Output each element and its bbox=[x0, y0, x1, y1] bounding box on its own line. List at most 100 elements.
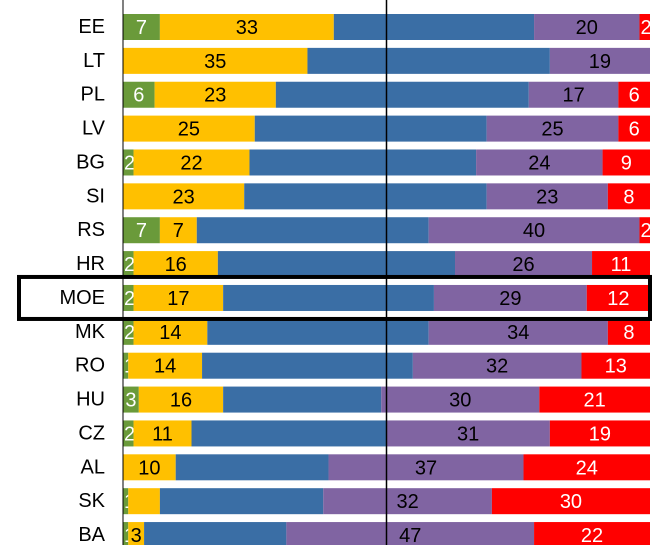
data-label: 7 bbox=[136, 17, 147, 39]
data-label: 10 bbox=[138, 457, 160, 479]
data-label: 23 bbox=[536, 186, 558, 208]
data-label: 34 bbox=[507, 322, 529, 344]
category-label: RS bbox=[77, 219, 105, 241]
bar-segment bbox=[428, 217, 640, 244]
bar-segment bbox=[428, 318, 608, 345]
bar-segment bbox=[159, 14, 334, 40]
data-label: 3 bbox=[131, 525, 142, 545]
data-label: 12 bbox=[607, 288, 629, 310]
data-label: 32 bbox=[486, 356, 508, 378]
bar-segment bbox=[333, 14, 535, 40]
bar-segment bbox=[433, 284, 587, 311]
bar-segment bbox=[133, 284, 224, 311]
bar-segment bbox=[123, 284, 134, 311]
bar-segment bbox=[639, 217, 650, 244]
data-label: 6 bbox=[629, 85, 640, 107]
data-label: 19 bbox=[589, 51, 611, 73]
bar-segment bbox=[123, 386, 139, 413]
bar-segment bbox=[123, 14, 160, 40]
bar-segment bbox=[412, 352, 582, 379]
bar-segment bbox=[133, 149, 250, 176]
data-label: 2 bbox=[640, 17, 651, 39]
bar-segment bbox=[123, 217, 160, 244]
bar-segment bbox=[202, 352, 413, 379]
bar-segment bbox=[138, 386, 224, 413]
bar-segment bbox=[607, 318, 650, 345]
data-label: 23 bbox=[204, 85, 226, 107]
category-label: MK bbox=[75, 321, 106, 343]
bar-segment bbox=[249, 149, 477, 176]
bar-segment bbox=[123, 488, 129, 515]
data-label: 13 bbox=[605, 356, 627, 378]
bar-segment bbox=[123, 352, 129, 379]
bar-segment bbox=[217, 251, 456, 278]
data-label: 47 bbox=[399, 525, 421, 545]
data-label: 17 bbox=[562, 85, 584, 107]
data-label: 14 bbox=[159, 322, 181, 344]
bar-segment bbox=[144, 522, 287, 545]
category-label: SI bbox=[86, 185, 105, 207]
bar-segment bbox=[528, 81, 619, 108]
data-label: 8 bbox=[623, 186, 634, 208]
bar-segment bbox=[455, 251, 593, 278]
data-label: 7 bbox=[136, 220, 147, 242]
data-label: 11 bbox=[152, 423, 173, 445]
data-label: 2 bbox=[124, 288, 135, 310]
bar-segment bbox=[286, 522, 535, 545]
category-label: HU bbox=[76, 389, 105, 411]
category-label: AL bbox=[81, 456, 105, 478]
bar-segment bbox=[549, 420, 650, 447]
category-label: EE bbox=[78, 16, 105, 38]
data-label: 26 bbox=[512, 254, 534, 276]
bar-segment bbox=[307, 47, 550, 74]
data-label: 19 bbox=[589, 423, 611, 445]
bar-segment bbox=[491, 488, 650, 515]
bar-segment bbox=[223, 284, 434, 311]
data-label: 35 bbox=[204, 51, 226, 73]
bar-segment bbox=[133, 251, 218, 278]
bar-segment bbox=[123, 251, 134, 278]
bar-segment bbox=[133, 318, 208, 345]
bar-segment bbox=[549, 47, 650, 74]
bar-segment bbox=[607, 183, 650, 210]
bar-segment bbox=[534, 14, 640, 40]
highlight-box bbox=[17, 274, 652, 321]
bar-segment bbox=[323, 488, 492, 515]
bar-segment bbox=[618, 81, 650, 108]
data-label: 40 bbox=[523, 220, 545, 242]
bar-segment bbox=[123, 183, 245, 210]
data-label: 30 bbox=[560, 491, 582, 513]
bar-segment bbox=[592, 251, 650, 278]
bar-segment bbox=[275, 81, 529, 108]
bar-segment bbox=[154, 81, 276, 108]
category-label: SK bbox=[78, 490, 105, 512]
data-label: 33 bbox=[236, 17, 258, 39]
bar-segment bbox=[539, 386, 650, 413]
data-label: 31 bbox=[457, 423, 479, 445]
bar-segment bbox=[254, 115, 487, 142]
bar-segment bbox=[123, 420, 134, 447]
bar-segment bbox=[128, 352, 203, 379]
data-label: 3 bbox=[125, 390, 136, 412]
data-label: 25 bbox=[178, 119, 200, 141]
bar-segment bbox=[123, 115, 255, 142]
bar-segment bbox=[123, 522, 129, 545]
data-label: 2 bbox=[124, 322, 135, 344]
data-label: 17 bbox=[167, 288, 189, 310]
bar-segment bbox=[386, 420, 550, 447]
bar-segment bbox=[207, 318, 429, 345]
data-label: 14 bbox=[154, 356, 176, 378]
category-label: BA bbox=[78, 524, 105, 545]
bar-segment bbox=[486, 115, 619, 142]
data-label: 24 bbox=[576, 457, 598, 479]
category-label: CZ bbox=[78, 422, 105, 444]
bar-segment bbox=[123, 149, 134, 176]
bar-segment bbox=[128, 522, 145, 545]
data-label: 8 bbox=[623, 322, 634, 344]
category-label: HR bbox=[76, 253, 105, 275]
bar-segment bbox=[618, 115, 650, 142]
bar-segment bbox=[223, 386, 382, 413]
bar-segment bbox=[123, 47, 308, 74]
category-label: PL bbox=[81, 84, 105, 106]
